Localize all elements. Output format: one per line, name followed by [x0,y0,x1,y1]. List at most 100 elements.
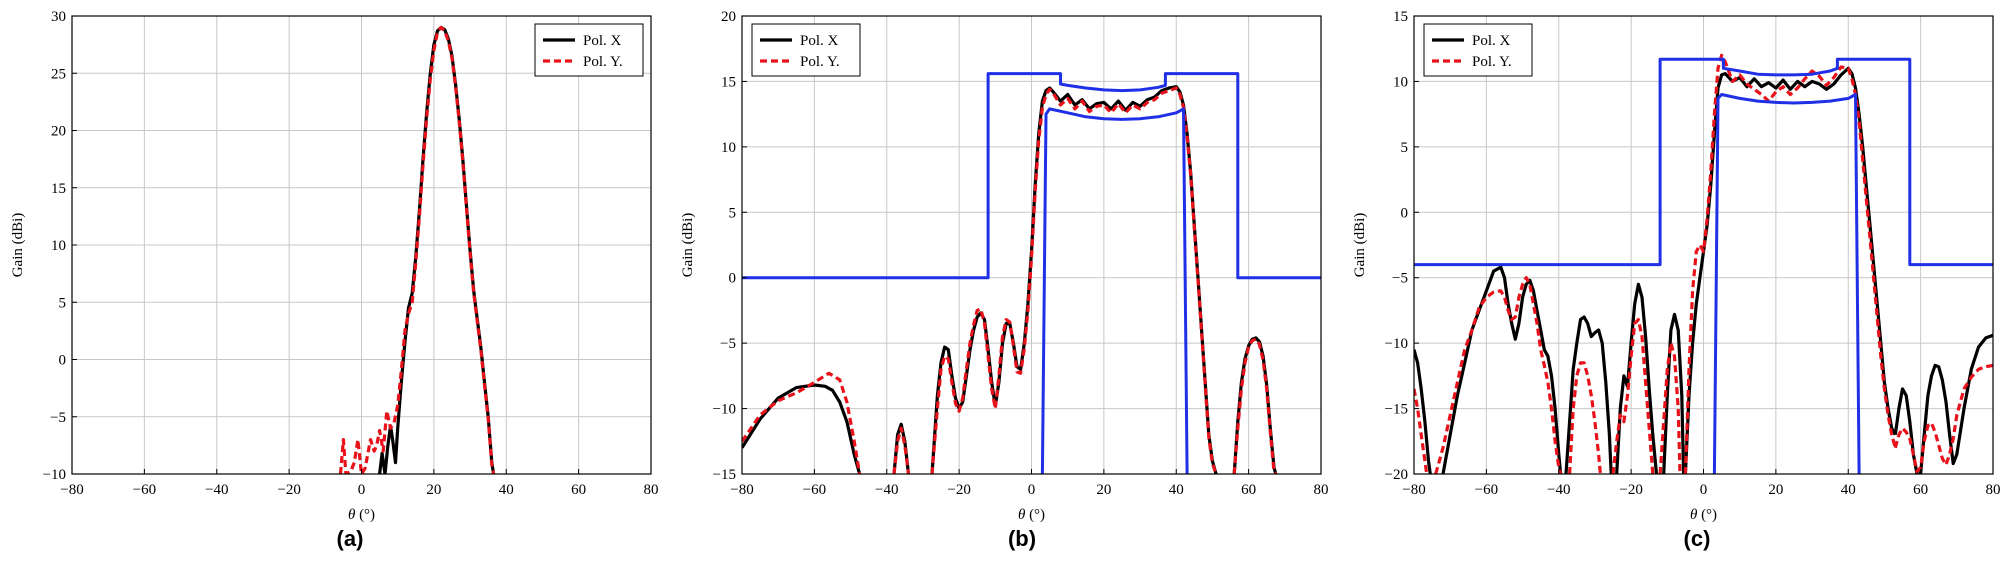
y-tick-label: 10 [1393,74,1408,90]
y-tick-label: 15 [1393,9,1408,25]
mask-line-16 [1414,57,1993,267]
pol-y-line-7 [930,86,1218,474]
x-tick-label: 40 [1841,482,1856,498]
pol-x-line-1 [1414,349,1432,474]
y-tick-label: 15 [51,181,66,197]
x-axis-label: θ (°) [1018,507,1045,523]
y-axis-label: Gain (dBi) [680,213,696,278]
pol-y-line-11 [1568,361,1602,474]
x-tick-label: −60 [803,482,826,498]
pol-y-line-5 [742,371,862,474]
y-tick-label: −20 [1385,467,1408,483]
pol-x-line-8 [1919,333,1993,474]
y-tick-label: 20 [51,124,66,140]
legend: Pol. X Pol. Y. [751,23,861,77]
legend-box [534,23,644,77]
x-axis-label: θ (°) [1690,507,1717,523]
y-tick-label: 0 [1401,205,1409,221]
x-tick-label: 40 [1169,482,1184,498]
pol-x-line-3 [1564,315,1613,474]
y-tick-label: −5 [50,410,66,426]
x-tick-label: −60 [133,482,156,498]
legend-label: Pol. X [1472,33,1511,49]
panel-label: (c) [1684,526,1711,551]
legend: Pol. X Pol. Y. [1423,23,1533,77]
pol-x-line-5 [1662,312,1686,474]
pol-y-line-12 [1611,318,1655,474]
x-tick-label: 60 [1913,482,1928,498]
y-tick-label: −5 [1392,271,1408,287]
x-axis-label: θ (°) [348,507,375,523]
mask-line-10 [1040,107,1189,474]
pol-y-line-14 [1683,53,1897,474]
x-tick-label: −80 [60,482,83,498]
x-tick-label: 0 [358,482,366,498]
mask-line-17 [1712,93,1861,474]
x-tick-label: 0 [1700,482,1708,498]
legend: Pol. X Pol. Y. [534,23,644,77]
x-tick-label: −80 [1402,482,1425,498]
pol-y-line-2 [338,25,496,474]
y-tick-label: 10 [721,140,736,156]
pol-y-line-9 [1414,388,1429,474]
legend-box [751,23,861,77]
legend-box [1423,23,1533,77]
x-tick-label: −20 [1619,482,1642,498]
x-tick-label: 60 [1241,482,1256,498]
pol-y-line-6 [892,426,911,474]
series-group [1414,53,1993,474]
y-tick-label: 5 [59,295,67,311]
panel-label: (a) [337,526,364,551]
x-tick-label: 80 [1314,482,1329,498]
y-tick-label: 10 [51,238,66,254]
series-group [742,72,1321,474]
chart-panel-3: −80 −60 −40 −20 0 20 40 60 80 −20 −15 −10 −5 0 5 10 15 θ … [1352,9,2001,551]
y-axis-label: Gain (dBi) [1352,213,1368,278]
legend-label: Pol. Y. [1472,54,1512,70]
y-tick-label: 0 [59,353,67,369]
legend-label: Pol. X [800,33,839,49]
pol-x-line-4 [1615,282,1659,474]
y-axis-label: Gain (dBi) [10,213,26,278]
y-tick-label: 15 [721,74,736,90]
y-tick-label: −15 [713,467,736,483]
pol-y-line-8 [1232,337,1278,474]
y-tick-label: −5 [720,336,736,352]
mask-line-9 [742,72,1321,280]
panel-label: (b) [1008,526,1036,551]
x-tick-label: 20 [426,482,441,498]
legend-label: Pol. Y. [800,54,840,70]
chart-panel-2: −80 −60 −40 −20 0 20 40 60 80 −15 −10 −5 0 5 10 15 20 θ (… [680,9,1329,551]
legend-label: Pol. X [583,33,622,49]
series-group [338,25,496,474]
pol-y-line-10 [1434,276,1563,474]
x-tick-label: 0 [1028,482,1036,498]
pol-x-line-1 [742,383,862,474]
pol-y-line-15 [1893,363,1993,473]
y-tick-label: 5 [1401,140,1409,156]
y-tick-label: −10 [713,402,736,418]
y-tick-label: 0 [729,271,737,287]
pol-x-line-3 [930,85,1218,474]
y-tick-label: 5 [729,205,737,221]
y-tick-label: 25 [51,66,66,82]
legend-label: Pol. Y. [583,54,623,70]
chart-panel-1: −80 −60 −40 −20 0 20 40 60 80 −10 −5 0 5 10 15 20 25 30 θ … [10,9,659,551]
x-tick-label: −80 [730,482,753,498]
y-tick-label: 20 [721,9,736,25]
pol-x-line-2 [1441,265,1563,474]
x-tick-label: −60 [1475,482,1498,498]
x-tick-label: −20 [947,482,970,498]
y-tick-label: 30 [51,9,66,25]
x-tick-label: −40 [875,482,898,498]
x-tick-label: 80 [1986,482,2001,498]
x-tick-label: 60 [571,482,586,498]
y-tick-label: −10 [1385,336,1408,352]
y-tick-label: −10 [43,467,66,483]
x-tick-label: 80 [644,482,659,498]
x-tick-label: −20 [277,482,300,498]
x-tick-label: 20 [1768,482,1783,498]
y-tick-label: −15 [1385,402,1408,418]
x-tick-label: 40 [499,482,514,498]
